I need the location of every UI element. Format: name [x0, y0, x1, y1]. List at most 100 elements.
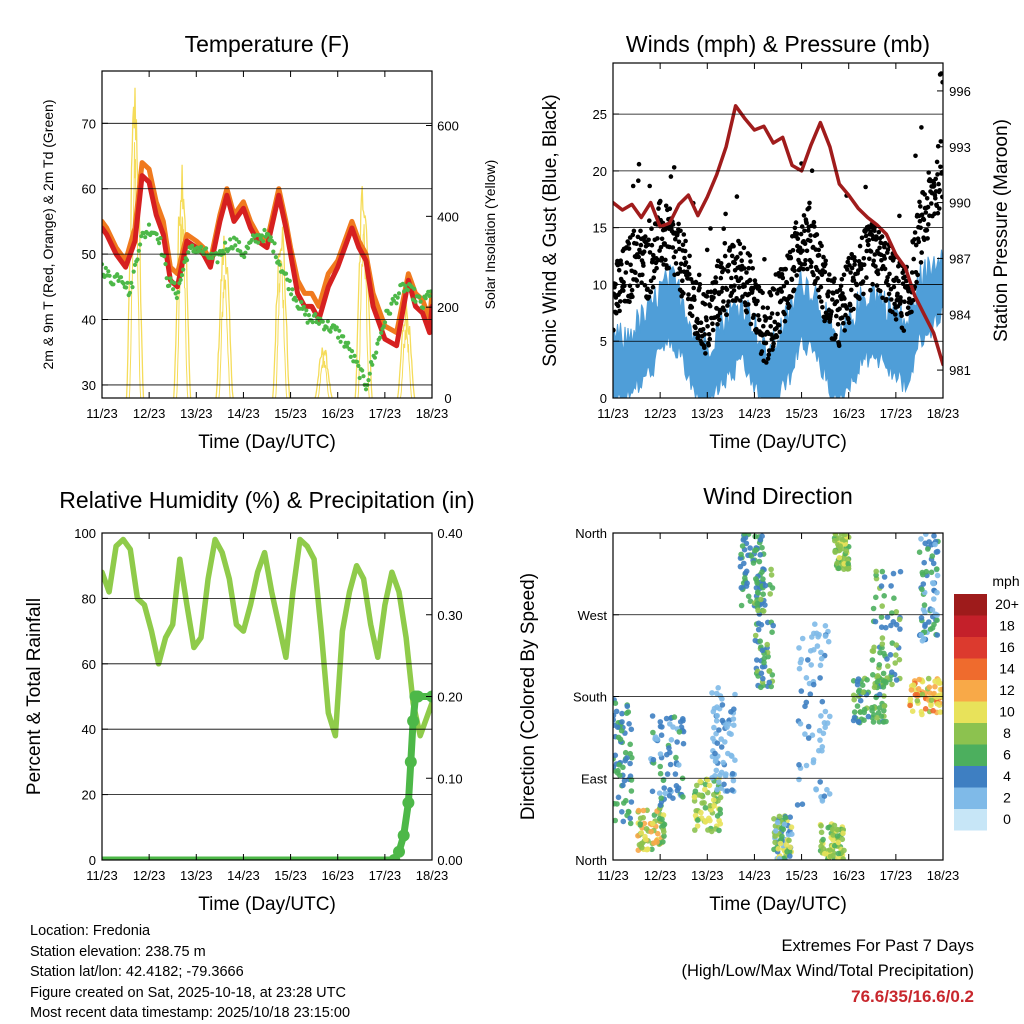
direction-point	[910, 682, 917, 688]
direction-point	[783, 842, 790, 848]
direction-point	[654, 736, 661, 742]
winds-ytick-label: 15	[593, 221, 607, 236]
winds-series-gust-point	[873, 264, 878, 269]
direction-point	[925, 546, 931, 552]
temperature-ylabel: 2m & 9m T (Red, Orange) & 2m Td (Green)	[40, 100, 56, 370]
direction-point	[692, 827, 698, 833]
direction-point	[642, 836, 649, 843]
direction-point	[757, 638, 763, 644]
direction-point	[680, 794, 686, 800]
direction-point	[738, 551, 744, 558]
winds-series-gust-point	[729, 253, 735, 259]
direction-point	[693, 808, 699, 814]
winds-series-gust-point	[725, 303, 730, 308]
elevation-text: Station elevation: 238.75 m	[30, 943, 206, 960]
winds-series-gust-point	[680, 278, 685, 284]
direction-ytick-label: East	[581, 771, 607, 786]
temperature-series-dewpoint-point	[413, 299, 418, 304]
temperature-series-dewpoint-point	[130, 285, 135, 290]
direction-point	[934, 617, 940, 623]
direction-point	[779, 833, 785, 840]
winds-series-gust-point	[614, 310, 619, 316]
direction-point	[616, 762, 622, 768]
winds-series-gust-point	[719, 289, 724, 294]
winds-series-gust-point	[845, 259, 850, 265]
winds-series-gust-point	[820, 305, 825, 310]
direction-point	[921, 602, 928, 608]
winds-series-gust-point	[807, 200, 812, 206]
winds-series-gust-point	[742, 266, 747, 271]
direction-point	[760, 576, 766, 582]
direction-point	[775, 846, 782, 852]
winds-series-gust-point	[921, 217, 927, 222]
winds-series-gust-point	[711, 295, 716, 300]
temperature-series-dewpoint-point	[360, 368, 365, 373]
direction-point	[772, 833, 778, 839]
direction-point	[841, 561, 847, 567]
temperature-series-dewpoint-point	[115, 272, 120, 277]
direction-point	[927, 690, 933, 696]
direction-point	[885, 663, 891, 669]
direction-point	[662, 790, 668, 797]
direction-point	[805, 723, 812, 730]
winds-y2tick-label: 990	[949, 196, 971, 211]
direction-point	[893, 677, 900, 683]
winds-series-gust-point	[621, 288, 626, 293]
direction-point	[667, 761, 674, 768]
direction-point	[820, 836, 826, 843]
winds-series-gust-point	[689, 313, 695, 319]
winds-series-gust-point	[680, 242, 686, 248]
winds-series-gust-point	[912, 230, 918, 235]
direction-point	[934, 589, 940, 596]
direction-point	[698, 809, 704, 816]
direction-point	[709, 690, 715, 696]
direction-point	[711, 802, 717, 809]
winds-series-gust-point	[787, 303, 792, 309]
direction-point	[738, 602, 745, 609]
direction-point	[851, 709, 858, 715]
winds-series-gust-point	[638, 228, 643, 234]
direction-point	[627, 760, 633, 767]
humidity-y2tick-label: 0.30	[437, 608, 462, 623]
winds-series-gust-point	[618, 299, 623, 304]
colorbar-swatch	[954, 701, 987, 723]
temperature-series-dewpoint-point	[303, 312, 308, 317]
winds-series-gust-point	[889, 297, 894, 302]
winds-series-gust-point	[882, 244, 887, 250]
winds-xtick-label: 11/23	[597, 406, 629, 421]
direction-point	[706, 782, 713, 789]
temperature-series-dewpoint-point	[223, 240, 228, 245]
direction-point	[694, 823, 701, 829]
direction-point	[769, 672, 776, 678]
direction-point	[680, 717, 686, 724]
direction-point	[787, 814, 793, 820]
direction-point	[673, 783, 680, 789]
direction-point	[651, 840, 657, 846]
direction-point	[777, 840, 784, 847]
temperature-series-dewpoint-point	[190, 243, 195, 248]
winds-series-gust-point	[938, 164, 943, 170]
direction-point	[752, 547, 758, 554]
direction-point	[730, 777, 737, 784]
temperature-series-dewpoint-point	[136, 248, 141, 253]
winds-series-gust-point	[851, 306, 856, 312]
direction-point	[719, 702, 726, 708]
direction-point	[748, 553, 755, 559]
winds-series-gust-point	[791, 264, 797, 270]
winds-series-gust-point	[686, 265, 692, 270]
winds-series-gust-point	[670, 245, 676, 250]
temperature-y2tick-label: 0	[444, 391, 451, 406]
direction-point	[758, 596, 764, 603]
direction-point	[822, 623, 829, 629]
winds-series-gust-point	[934, 159, 940, 165]
direction-point	[627, 815, 633, 822]
winds-series-gust-point	[854, 282, 860, 288]
direction-point	[832, 533, 839, 537]
temperature-series-dewpoint-point	[338, 339, 343, 344]
temperature-series-dewpoint-point	[394, 301, 399, 306]
temperature-series-dewpoint-point	[103, 265, 108, 271]
winds-series-gust-point	[894, 275, 899, 281]
temperature-series-dewpoint-point	[391, 298, 396, 303]
winds-series-gust-point	[636, 161, 642, 167]
direction-point	[655, 830, 661, 837]
